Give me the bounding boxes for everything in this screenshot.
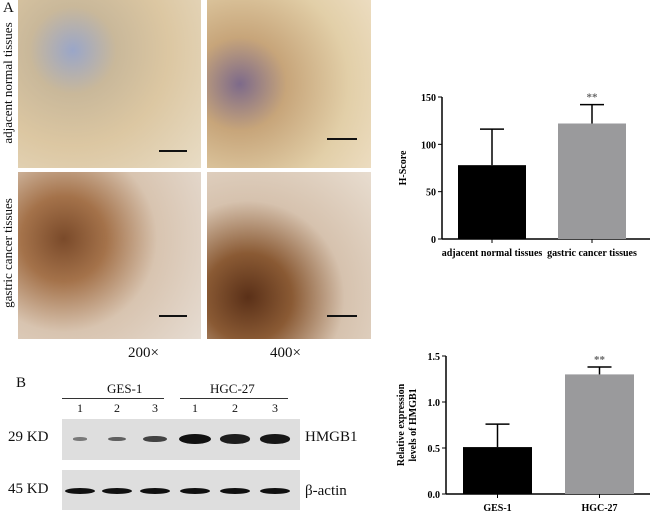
marker-45kd: 45 KD	[8, 481, 49, 497]
y-axis-label: Relative expressionlevels of HMGB1	[396, 383, 419, 466]
micrograph-normal-200x	[18, 0, 201, 168]
significance-marker: **	[587, 92, 599, 104]
bar	[463, 447, 532, 494]
magnification-200x: 200×	[128, 345, 159, 361]
protein-hmgb1: HMGB1	[305, 429, 358, 445]
micrograph-cancer-200x	[18, 172, 201, 339]
y-tick-label: 0.0	[428, 490, 441, 501]
band-hmgb1	[179, 434, 211, 444]
protein-beta-actin: β-actin	[305, 483, 347, 499]
y-axis-label-line: Relative expression	[396, 383, 407, 466]
h-score-chart: 0 50 100 150 adjacent normal tissues gastric …	[398, 92, 650, 259]
band-beta-actin	[140, 488, 170, 494]
marker-29kd: 29 KD	[8, 429, 49, 445]
y-tick-label: 0.5	[428, 444, 441, 455]
row-label-cancer: gastric cancer tissues	[0, 198, 15, 308]
y-tick-label: 100	[421, 140, 436, 151]
lane-number: 1	[192, 401, 198, 415]
band-hmgb1	[220, 434, 250, 444]
band-hmgb1	[143, 435, 167, 443]
x-tick-label: HGC-27	[581, 503, 617, 514]
band-beta-actin	[65, 488, 95, 494]
band-beta-actin	[102, 488, 132, 494]
group-label-hgc27: HGC-27	[210, 381, 255, 396]
scale-bar	[159, 315, 187, 317]
scale-bar	[159, 150, 187, 152]
micrograph-cancer-400x	[207, 172, 371, 339]
panel-b-label: B	[16, 375, 27, 391]
lane-number: 2	[114, 401, 120, 415]
group-label-ges1: GES-1	[107, 381, 143, 396]
lane-number: 1	[77, 401, 83, 415]
band-beta-actin	[180, 488, 210, 494]
band-beta-actin	[260, 488, 290, 494]
lane-number: 2	[232, 401, 238, 415]
panel-a-label: A	[3, 0, 14, 16]
lane-number: 3	[152, 401, 158, 415]
micrograph-normal-400x	[207, 0, 371, 168]
band-hmgb1	[108, 436, 126, 442]
significance-marker: **	[594, 354, 606, 366]
band-hmgb1	[73, 437, 87, 441]
x-tick-label: adjacent normal tissues	[442, 248, 543, 259]
band-beta-actin	[220, 488, 250, 494]
y-tick-label: 1.0	[428, 398, 441, 409]
band-hmgb1	[259, 434, 291, 444]
y-axis-label: H-Score	[398, 150, 409, 185]
y-axis-label-line: levels of HMGB1	[408, 388, 419, 461]
y-tick-label: 150	[421, 93, 436, 104]
bar	[558, 123, 626, 239]
row-label-normal: adjacent normal tissues	[0, 22, 15, 144]
magnification-400x: 400×	[270, 345, 301, 361]
x-tick-label: gastric cancer tissues	[547, 248, 637, 259]
x-tick-label: GES-1	[483, 503, 511, 514]
bar	[565, 374, 634, 494]
bar	[458, 165, 526, 239]
y-tick-label: 0	[431, 235, 436, 246]
relative-expression-chart: 0.0 0.5 1.0 1.5 GES-1 HGC-27 ** Relative expres…	[396, 352, 650, 514]
group-line	[62, 398, 164, 399]
scale-bar	[327, 315, 357, 317]
y-tick-label: 50	[426, 188, 436, 199]
scale-bar	[327, 138, 357, 140]
y-tick-label: 1.5	[428, 352, 441, 363]
lane-number: 3	[272, 401, 278, 415]
group-line	[180, 398, 288, 399]
